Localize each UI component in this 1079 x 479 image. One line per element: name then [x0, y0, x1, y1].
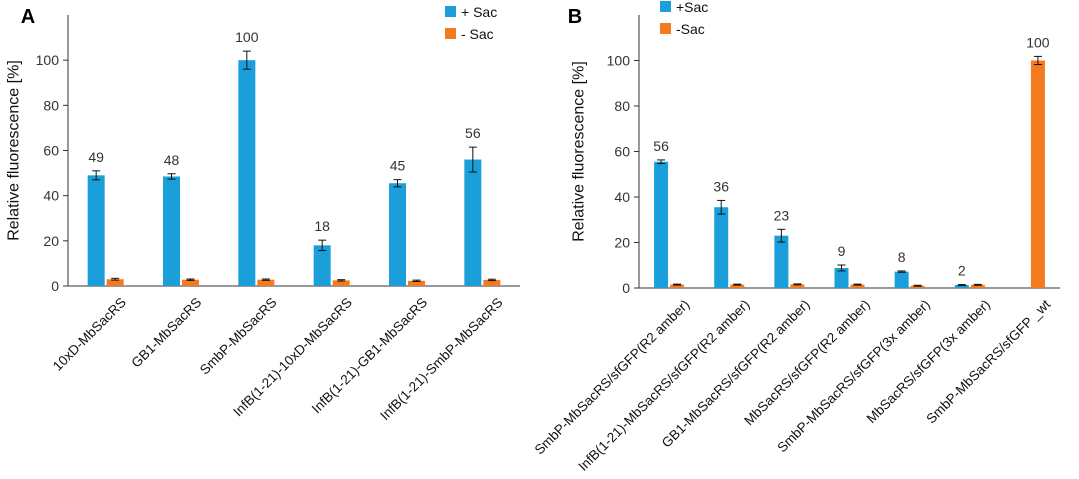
- panel-b-bar-minus-sac: [1030, 60, 1045, 288]
- panel-b-data-label: 2: [958, 263, 966, 279]
- panel-b-ytick-label: 100: [607, 53, 631, 69]
- panel-b-category-label: MbSacRS/sfGFP(R2 amber): [741, 297, 873, 429]
- panel-a-legend-swatch: [445, 6, 456, 17]
- panel-a-legend-swatch: [445, 28, 456, 39]
- panel-b-bar-plus-sac: [954, 285, 969, 288]
- panel-a-ytick-label: 100: [36, 52, 60, 68]
- panel-b-ytick-label: 40: [614, 189, 630, 205]
- panel-a-ylabel: Relative fluorescence [%]: [6, 60, 23, 241]
- panel-b-bar-plus-sac: [834, 267, 849, 288]
- panel-a-category-label: SmbP-MbSacRS: [197, 295, 280, 378]
- panel-a-category-label: GB1-MbSacRS: [128, 295, 204, 371]
- panel-b-data-label: 23: [774, 207, 790, 223]
- panel-b-legend-swatch: [660, 1, 671, 12]
- panel-a-label: A: [21, 6, 35, 28]
- panel-a-data-label: 18: [314, 218, 330, 234]
- panel-a-bar-plus-sac: [389, 183, 406, 286]
- panel-a-data-label: 45: [390, 158, 406, 174]
- panel-b-bar-minus-sac: [730, 284, 745, 288]
- panel-a-data-label: 100: [235, 29, 259, 45]
- panel-a-category-label: InfB(1-21)-SmbP-MbSacRS: [377, 295, 505, 423]
- panel-b-ytick-label: 20: [614, 235, 630, 251]
- panel-a-bar-plus-sac: [238, 60, 256, 286]
- panel-b-legend-swatch: [660, 23, 671, 34]
- panel-a-bar-plus-sac: [87, 175, 105, 286]
- panel-a-ytick-label: 20: [43, 233, 59, 249]
- panel-b-category-label: SmbP-MbSacRS/sfGFP _wt: [923, 297, 1053, 427]
- panel-b-bar-minus-sac: [670, 284, 685, 288]
- panel-b-data-label: 9: [838, 243, 846, 259]
- panel-a-category-label: 10xD-MbSacRS: [50, 295, 129, 374]
- panel-b-ytick-label: 0: [622, 280, 630, 296]
- panel-b-label: B: [568, 6, 582, 28]
- panel-b-bar-minus-sac: [970, 284, 985, 288]
- panel-b-bar-plus-sac: [894, 271, 909, 288]
- panel-b-data-label: 100: [1026, 34, 1050, 50]
- panel-a-bar-minus-sac: [182, 279, 199, 286]
- panel-a-bar-minus-sac: [257, 279, 275, 286]
- panel-a-bar-minus-sac: [483, 279, 501, 286]
- panel-b-ytick-label: 60: [614, 144, 630, 160]
- panel-a-bar-minus-sac: [332, 280, 350, 286]
- panel-a-legend-label: + Sac: [461, 4, 497, 20]
- panel-a-ytick-label: 60: [43, 143, 59, 159]
- panel-b-bar-plus-sac: [714, 207, 729, 288]
- panel-a-ytick-label: 0: [51, 278, 59, 294]
- panel-b-data-label: 8: [898, 249, 906, 265]
- panel-b-bar-minus-sac: [910, 285, 925, 288]
- panel-b-bar-plus-sac: [654, 161, 669, 288]
- panel-b-legend-label: -Sac: [676, 21, 705, 37]
- panel-a-bar-plus-sac: [163, 176, 180, 286]
- panel-a-bar-plus-sac: [313, 245, 331, 286]
- panel-a-legend-label: - Sac: [461, 26, 494, 42]
- panel-a-data-label: 49: [88, 149, 104, 165]
- panel-b-bar-plus-sac: [774, 235, 789, 288]
- panel-a-ytick-label: 80: [43, 97, 59, 113]
- panel-b-data-label: 56: [653, 138, 669, 154]
- panel-a-bar-minus-sac: [408, 280, 425, 286]
- panel-a-bar-minus-sac: [106, 279, 124, 286]
- panel-b-bar-minus-sac: [850, 284, 865, 288]
- panel-b-ylabel: Relative fluorescence [%]: [571, 61, 588, 242]
- panel-b-legend-label: +Sac: [676, 0, 708, 15]
- panel-a-bar-plus-sac: [464, 159, 482, 286]
- panel-b-data-label: 36: [713, 178, 729, 194]
- panel-a-data-label: 56: [465, 125, 481, 141]
- panel-a-data-label: 48: [164, 152, 180, 168]
- panel-a-ytick-label: 40: [43, 188, 59, 204]
- panel-b-bar-minus-sac: [790, 284, 805, 288]
- panel-b-ytick-label: 80: [614, 98, 630, 114]
- panel-b-category-label: MbSacRS/sfGFP(3x amber): [864, 297, 993, 426]
